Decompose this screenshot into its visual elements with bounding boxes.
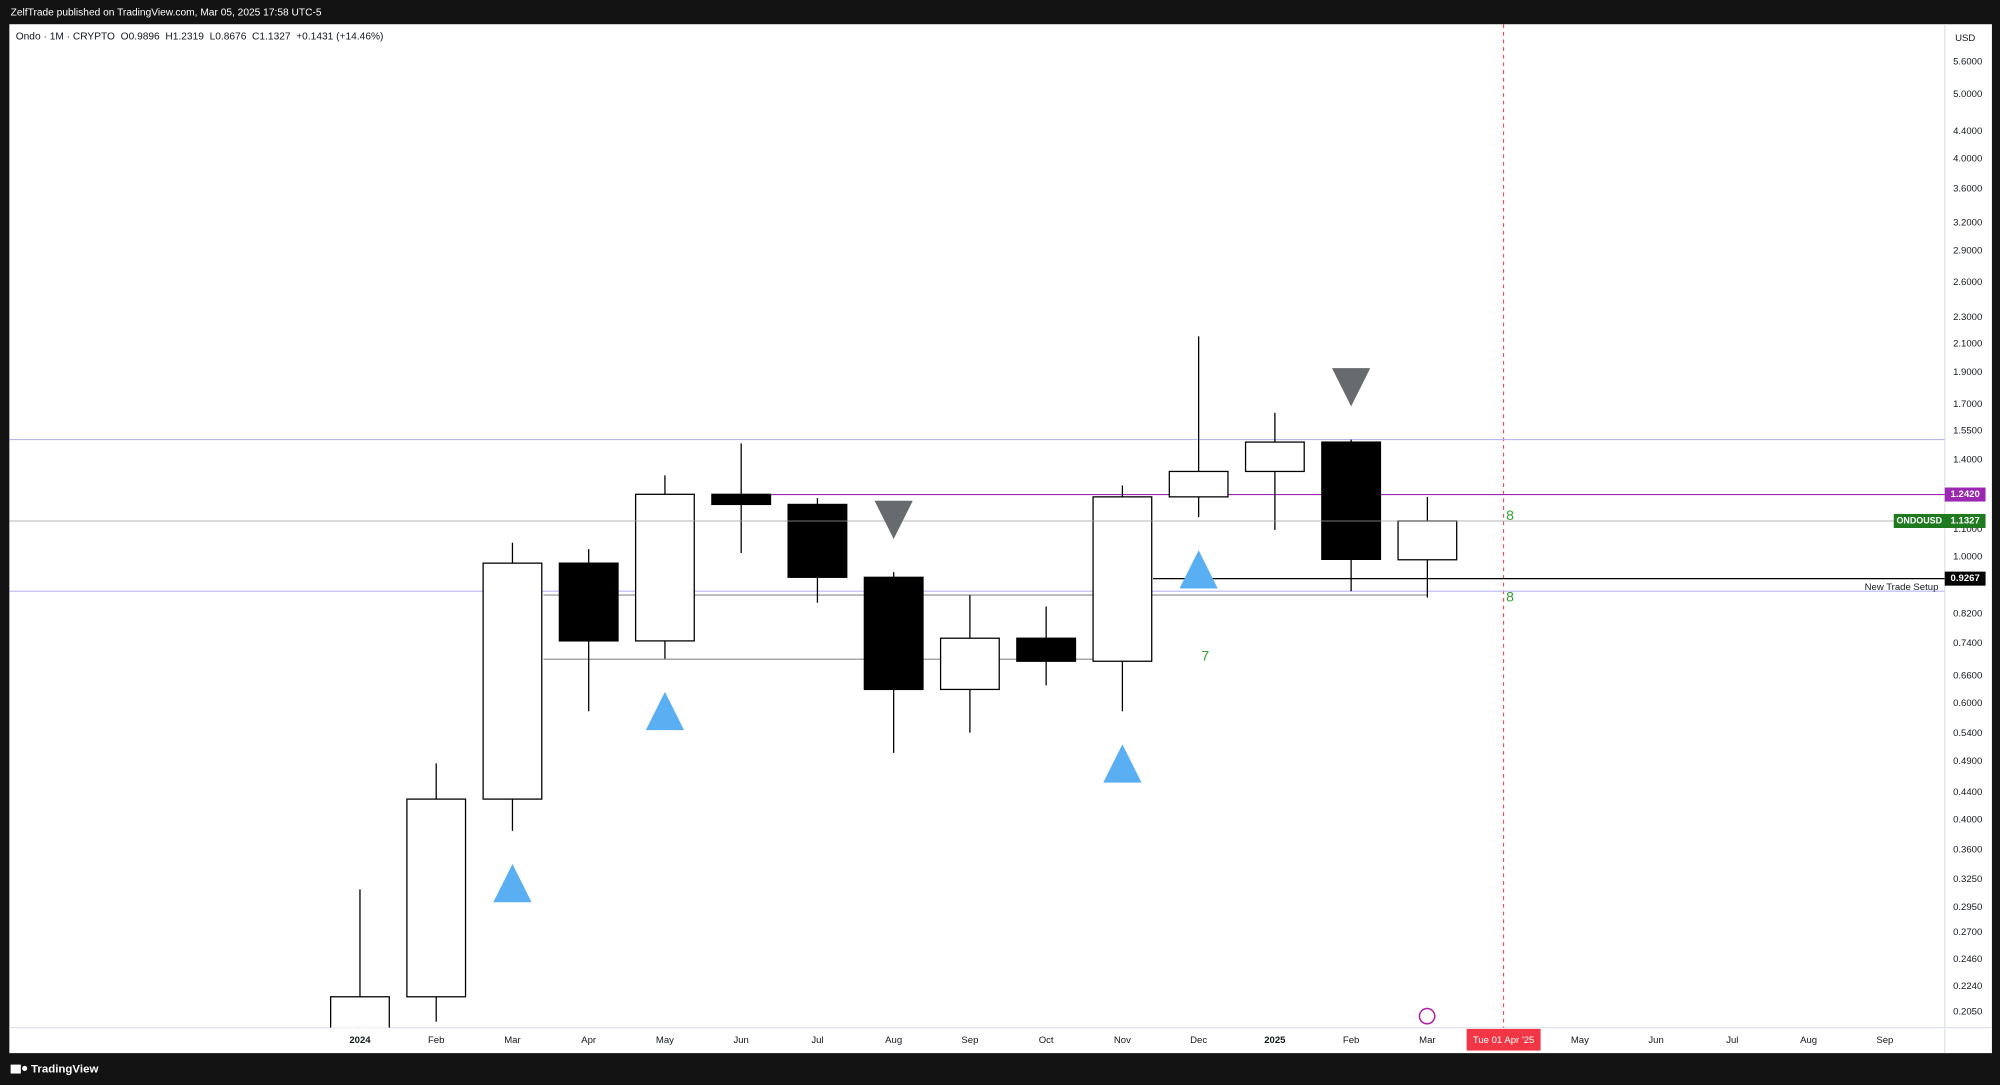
signal-up [1179,550,1218,589]
y-tick-label: 0.2950 [1953,902,1982,913]
y-tick-label: 0.2240 [1953,981,1982,992]
legend: Ondo · 1M · CRYPTO O0.9896 H1.2319 L0.86… [16,32,384,43]
y-tick-label: 1.5500 [1953,425,1982,436]
x-tick-label: Aug [885,1035,902,1046]
crosshair-label-bg [1466,1028,1541,1051]
x-tick-label: Apr [581,1035,597,1046]
signal-down [1332,368,1371,407]
logo [10,1064,28,1074]
x-tick-label: Sep [961,1035,978,1046]
price-tag [1944,487,1986,502]
y-tick-label: 2.6000 [1953,277,1982,288]
signal-up [645,691,685,731]
price-tag-label: 1.2420 [1951,489,1980,500]
symbol-tag-name: ONDOUSD [1896,515,1942,525]
y-tick-label: 2.3000 [1953,312,1982,323]
y-tick-label: 0.3250 [1953,874,1982,885]
y-tick-label: 5.6000 [1953,57,1982,68]
candle-body [482,562,543,800]
x-tick-label: Jul [811,1035,823,1046]
y-tick-label: 4.0000 [1953,153,1982,164]
y-tick-label: 0.2460 [1953,954,1982,965]
plot [9,336,1945,1028]
y-tick-label: 1.7000 [1953,399,1982,410]
currency: USD [1955,33,1975,44]
y-tick-label: 4.4000 [1953,126,1982,137]
candle-body [863,576,924,691]
x-tick-label: May [1571,1035,1589,1046]
y-tick-label: 0.7400 [1953,638,1982,649]
x-tick-label: Oct [1039,1035,1054,1046]
y-tick-label: 0.6000 [1953,698,1982,709]
last-price-label: 1.1327 [1951,516,1980,527]
y-tick-label: 0.4900 [1953,756,1982,767]
y-tick-label: 2.1000 [1953,338,1982,349]
x-tick-label: Mar [1419,1035,1436,1046]
count-annotation: 8 [1506,589,1514,605]
crosshair-label: Tue 01 Apr '25 [1473,1035,1534,1046]
y-tick-label: 0.2700 [1953,927,1982,938]
x-tick-label: Feb [1343,1035,1359,1046]
candle-body [634,493,695,642]
candle-body [558,562,619,642]
y-tick-label: 1.1000 [1953,524,1982,535]
event-icon [1418,1007,1436,1025]
brand: TradingView [31,1064,98,1076]
y-tick-label: 1.4000 [1953,455,1982,466]
y-tick-label: 1.9000 [1953,367,1982,378]
candle-body [711,493,772,506]
y-tick-label: 0.3600 [1953,845,1982,856]
x-tick-label: Dec [1190,1035,1207,1046]
price-tag-label: 0.9267 [1951,573,1980,584]
x-tick-label: Jul [1726,1035,1738,1046]
candle-body [787,503,848,578]
candle-body [1244,441,1305,473]
x-tick-label: Jun [733,1035,748,1046]
y-tick-label: 1.0000 [1953,551,1982,562]
y-tick-label: 3.6000 [1953,184,1982,195]
x-tick-label: Aug [1800,1035,1817,1046]
y-tick-label: 3.2000 [1953,217,1982,228]
candle-body [939,637,1000,691]
count-annotation: 7 [1201,647,1209,663]
x-tick-label: 2025 [1264,1035,1286,1046]
symbol-tag [1893,513,1986,529]
signal-down [874,500,913,539]
candle-body [1092,496,1153,662]
x-tick-label: 2024 [349,1035,371,1046]
x-tick-label: Mar [504,1035,521,1046]
candle-body [330,996,390,1028]
candle-body [406,798,467,998]
x-tick-label: May [656,1035,674,1046]
count-annotation: 8 [1506,507,1514,523]
y-tick-label: 0.5400 [1953,728,1982,739]
x-tick-label: Nov [1114,1035,1131,1046]
x-tick-label: Feb [428,1035,444,1046]
overlay: 0.2050 0.2240 0.2460 0.2700 0.2950 0.3250 0.36… [349,57,1986,1051]
x-tick-label: Jun [1648,1035,1663,1046]
publisher: ZelfTrade published on TradingView.com, … [11,7,322,18]
y-tick-label: 2.9000 [1953,246,1982,257]
y-tick-label: 0.2050 [1953,1006,1982,1017]
y-tick-label: 0.8200 [1953,608,1982,619]
price-line-text: New Trade Setup [1865,582,1939,593]
candle-body [1321,441,1382,561]
y-tick-label: 5.0000 [1953,89,1982,100]
signal-up [493,863,532,903]
y-tick-label: 0.4000 [1953,814,1982,825]
signal-up [1103,744,1142,783]
candle-body [1397,520,1458,561]
y-tick-label: 0.6600 [1953,671,1982,682]
x-tick-label: Sep [1876,1035,1893,1046]
chart-area [9,24,1992,1054]
candle-body [1016,637,1077,662]
price-tag [1944,571,1986,586]
candle-body [1168,470,1229,498]
y-tick-label: 0.4400 [1953,787,1982,798]
